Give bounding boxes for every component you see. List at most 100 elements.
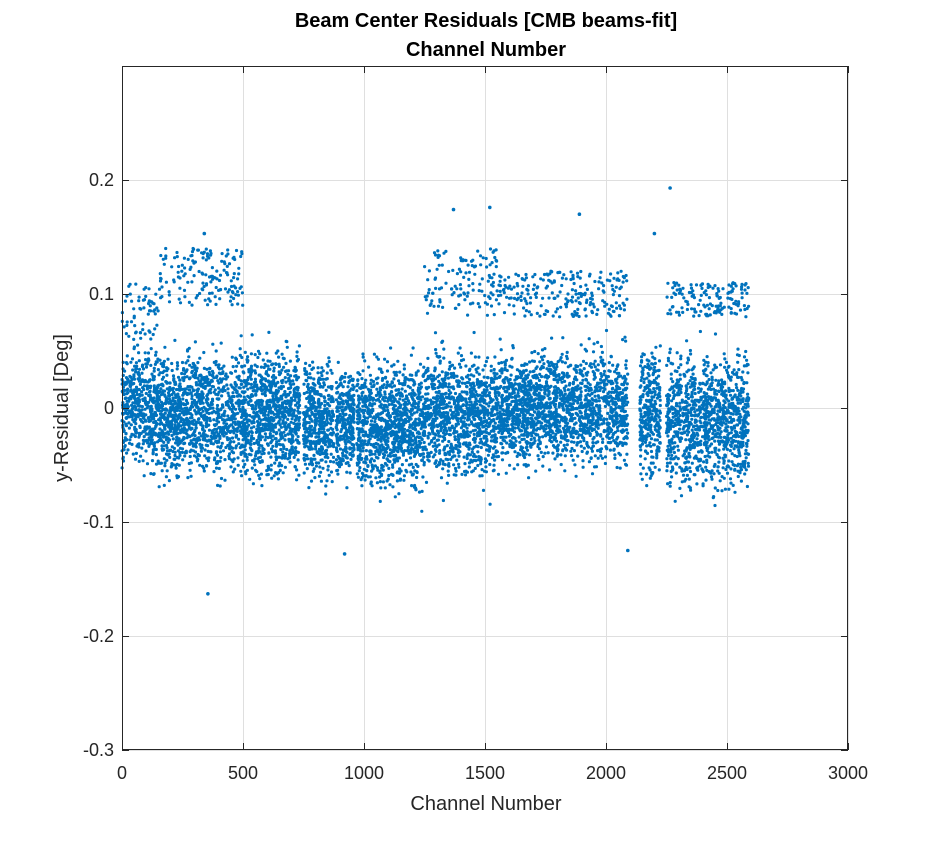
data-point bbox=[160, 469, 164, 473]
data-point bbox=[292, 387, 297, 391]
data-point bbox=[242, 414, 246, 418]
data-point bbox=[457, 462, 461, 466]
data-point bbox=[176, 364, 180, 368]
data-point bbox=[126, 448, 130, 452]
data-point bbox=[432, 304, 436, 308]
data-point bbox=[155, 306, 159, 310]
data-point bbox=[140, 364, 144, 369]
data-point bbox=[295, 354, 299, 358]
data-point bbox=[315, 435, 319, 439]
data-point bbox=[282, 430, 286, 434]
data-point bbox=[323, 403, 327, 408]
data-point bbox=[415, 475, 419, 480]
data-point bbox=[393, 373, 397, 377]
data-point bbox=[379, 448, 384, 452]
data-point bbox=[175, 361, 179, 365]
data-point bbox=[294, 453, 298, 457]
data-point bbox=[277, 362, 281, 366]
data-point bbox=[297, 423, 301, 427]
data-point bbox=[142, 287, 146, 291]
data-point bbox=[344, 412, 348, 416]
data-point bbox=[364, 404, 368, 408]
data-point bbox=[342, 454, 346, 458]
data-point bbox=[349, 432, 353, 436]
data-point bbox=[237, 437, 241, 441]
data-point bbox=[346, 393, 350, 397]
data-point bbox=[170, 422, 174, 426]
data-point bbox=[310, 419, 314, 423]
data-point bbox=[204, 273, 208, 277]
data-point bbox=[316, 441, 320, 445]
data-point bbox=[164, 416, 168, 420]
data-point bbox=[243, 431, 247, 435]
data-point bbox=[319, 445, 324, 449]
data-point bbox=[239, 469, 243, 473]
data-point bbox=[394, 388, 399, 392]
data-point bbox=[487, 273, 491, 278]
data-point bbox=[265, 422, 269, 427]
data-point bbox=[282, 446, 286, 451]
data-point bbox=[208, 249, 212, 253]
data-point bbox=[286, 417, 290, 421]
data-point bbox=[388, 483, 392, 487]
data-point bbox=[258, 352, 262, 356]
data-point bbox=[250, 449, 254, 453]
data-point bbox=[387, 459, 391, 463]
data-point bbox=[475, 402, 479, 406]
data-point bbox=[146, 351, 151, 355]
data-point bbox=[131, 452, 135, 456]
data-point bbox=[226, 387, 230, 391]
data-point bbox=[394, 393, 399, 397]
data-point bbox=[278, 468, 282, 472]
data-point bbox=[274, 398, 278, 402]
data-point bbox=[286, 432, 290, 436]
data-point bbox=[358, 420, 362, 424]
data-point bbox=[190, 370, 194, 375]
data-point bbox=[124, 431, 128, 436]
data-point bbox=[392, 377, 396, 381]
data-point bbox=[138, 404, 142, 408]
data-point bbox=[361, 369, 365, 373]
data-point bbox=[338, 460, 342, 464]
data-point bbox=[221, 418, 225, 422]
data-point bbox=[286, 457, 290, 461]
data-point bbox=[231, 365, 235, 369]
data-point bbox=[377, 452, 381, 456]
data-point bbox=[351, 398, 355, 402]
data-point bbox=[214, 363, 218, 367]
data-point bbox=[224, 445, 228, 450]
data-point bbox=[375, 481, 379, 485]
data-point bbox=[219, 372, 223, 376]
data-point bbox=[189, 426, 193, 430]
data-point bbox=[178, 385, 182, 389]
data-point bbox=[363, 416, 367, 420]
data-point bbox=[399, 422, 403, 427]
data-point bbox=[351, 383, 355, 387]
data-point bbox=[141, 328, 145, 332]
data-point bbox=[341, 393, 345, 397]
data-point bbox=[200, 464, 205, 468]
data-point bbox=[297, 344, 301, 348]
data-point bbox=[128, 438, 132, 442]
data-point bbox=[467, 377, 472, 381]
data-point bbox=[271, 410, 275, 414]
data-point bbox=[249, 352, 253, 356]
data-point bbox=[440, 370, 444, 374]
data-point bbox=[416, 389, 420, 393]
data-point bbox=[336, 360, 340, 364]
data-point bbox=[401, 430, 405, 434]
data-point bbox=[271, 434, 275, 438]
data-point bbox=[280, 464, 284, 468]
data-point bbox=[187, 461, 191, 466]
data-point bbox=[150, 459, 155, 463]
data-point bbox=[245, 413, 249, 417]
data-point bbox=[141, 398, 145, 403]
data-point bbox=[195, 366, 199, 370]
data-point bbox=[163, 461, 167, 465]
data-point bbox=[268, 403, 272, 407]
data-point bbox=[304, 361, 308, 365]
data-point bbox=[175, 250, 179, 255]
data-point bbox=[231, 470, 235, 474]
data-point bbox=[406, 384, 410, 388]
data-point bbox=[263, 438, 267, 442]
